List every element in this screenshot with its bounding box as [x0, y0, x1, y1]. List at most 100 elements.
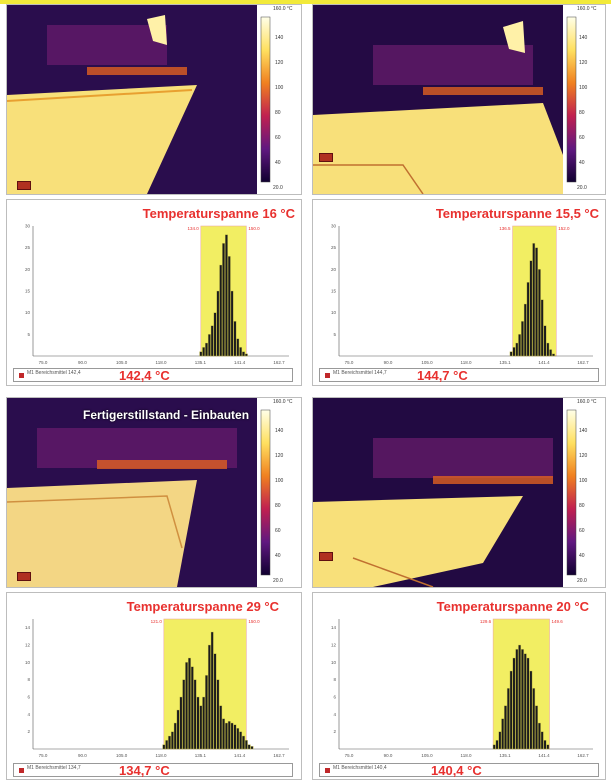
histogram-bar — [540, 731, 544, 750]
histogram-bar — [225, 234, 228, 357]
y-tick-label: 4 — [333, 712, 336, 717]
histogram-bar — [521, 649, 524, 750]
histogram-bar — [239, 731, 243, 750]
histogram-bar — [537, 269, 541, 357]
histogram-bar — [236, 338, 240, 357]
y-tick-label: 15 — [331, 289, 337, 294]
thermal-image-2 — [313, 5, 563, 194]
histogram-bar — [250, 746, 254, 750]
histogram-bar — [227, 256, 231, 357]
histogram-bar — [506, 688, 510, 750]
result-temp-4: 140,4 °C — [431, 763, 482, 778]
histogram-bar — [535, 705, 538, 750]
colorbar-tick-1: 40 — [275, 160, 281, 166]
colorbar-tick-4: 80 — [579, 503, 585, 509]
colorbar-tick-3: 80 — [275, 503, 281, 509]
colorbar-2 — [566, 16, 577, 183]
colorbar-tick-2: 80 — [579, 110, 585, 116]
x-tick-label: 90.0 — [384, 360, 393, 365]
thermal-panel-4: 160.0 °C 140 120 100 80 60 40 20.0 — [312, 397, 606, 588]
top-banner — [0, 0, 611, 4]
histogram-bar — [526, 657, 530, 750]
histogram-bar — [552, 353, 555, 357]
histogram-bar — [202, 347, 206, 357]
histogram-1: 134.0 150.0 30 25 20 15 10 5 75.0 90.0 105.0 118.0 1… — [25, 224, 289, 365]
histogram-bar — [523, 303, 527, 357]
y-tick-label: 5 — [333, 332, 336, 337]
histogram-bar — [521, 321, 524, 357]
highlight-label: 149.6 — [552, 619, 564, 624]
x-tick-label: 141.4 — [234, 753, 246, 758]
hist-title-4: Temperaturspanne 20 °C — [436, 599, 589, 614]
legend-label-2: M1 Bereichsmittel 144,7 — [333, 370, 387, 376]
highlight-label: 150.0 — [248, 226, 260, 231]
x-tick-label: 75.0 — [39, 753, 48, 758]
result-temp-3: 134,7 °C — [119, 763, 170, 778]
histogram-bar — [219, 264, 223, 357]
legend-label-4: M1 Bereichsmittel 140,4 — [333, 765, 387, 771]
x-tick-label: 105.0 — [116, 753, 128, 758]
histogram-bar — [540, 299, 544, 357]
histogram-bar — [227, 721, 231, 750]
highlight-label: 134.0 — [188, 226, 200, 231]
colorbar-tick-4: 120 — [579, 453, 588, 459]
histogram-bar — [222, 718, 225, 750]
y-tick-label: 4 — [27, 712, 30, 717]
histogram-panel-3: Temperaturspanne 29 °C 121.0 150.0 14 12 10 8… — [6, 592, 302, 780]
y-tick-label: 5 — [27, 332, 30, 337]
histogram-bar — [546, 744, 550, 750]
histogram-bar — [501, 718, 505, 750]
colorbar-tick-3: 60 — [275, 528, 281, 534]
histogram-bar — [179, 696, 183, 750]
highlight-label: 121.0 — [151, 619, 163, 624]
x-tick-label: 105.0 — [116, 360, 128, 365]
histogram-bar — [518, 644, 522, 750]
histogram-bar — [213, 312, 217, 357]
highlight-label: 136.5 — [499, 226, 511, 231]
colorbar-tick-4: 140 — [579, 428, 588, 434]
hist-title-3: Temperaturspanne 29 °C — [126, 599, 279, 614]
histogram-bar — [196, 696, 200, 750]
y-tick-label: 8 — [333, 677, 336, 682]
colorbar-tick-2: 120 — [579, 60, 588, 66]
colorbar-tick-1: 80 — [275, 110, 281, 116]
colorbar-4 — [566, 409, 577, 576]
result-temp-1: 142,4 °C — [119, 368, 170, 383]
marker-1 — [17, 181, 31, 190]
histogram-bar — [515, 649, 519, 750]
colorbar-tick-4: 60 — [579, 528, 585, 534]
histogram-bar — [509, 351, 513, 357]
colorbar-tick-4: 40 — [579, 553, 585, 559]
histogram-bar — [173, 722, 177, 750]
histogram-bar — [210, 631, 214, 750]
x-tick-label: 162.7 — [577, 753, 589, 758]
x-tick-label: 135.1 — [499, 753, 511, 758]
histogram-bar — [239, 347, 243, 357]
histogram-bar — [199, 351, 203, 357]
colorbar-min-2: 20.0 — [577, 185, 587, 191]
legend-label-1: M1 Bereichsmittel 142,4 — [27, 370, 81, 376]
histogram-bar — [242, 735, 245, 750]
histogram-bar — [230, 722, 234, 750]
histogram-bar — [543, 325, 547, 357]
thermal-panel-1: 160.0 °C 140 120 100 80 60 40 20.0 — [6, 4, 302, 195]
histogram-bar — [518, 334, 522, 357]
colorbar-3 — [260, 409, 271, 576]
x-tick-label: 135.1 — [195, 360, 207, 365]
histogram-panel-1: Temperaturspanne 16 °C 134.0 150.0 30 25 20 1… — [6, 199, 302, 386]
legend-marker-4 — [325, 768, 330, 773]
legend-4: M1 Bereichsmittel 140,4 — [319, 763, 599, 777]
colorbar-max-4: 160.0 °C — [577, 399, 597, 405]
histogram-bar — [213, 653, 217, 750]
x-tick-label: 118.0 — [461, 753, 472, 758]
histogram-panel-4: Temperaturspanne 20 °C 129.6 149.6 14 12 10 8… — [312, 592, 606, 780]
colorbar-tick-2: 140 — [579, 35, 588, 41]
x-tick-label: 141.4 — [538, 360, 550, 365]
y-tick-label: 10 — [331, 660, 337, 665]
histogram-bar — [242, 351, 245, 357]
histogram-bar — [182, 679, 186, 750]
y-tick-label: 30 — [331, 224, 337, 229]
histogram-bar — [529, 670, 533, 750]
x-tick-label: 90.0 — [78, 753, 87, 758]
y-tick-label: 12 — [331, 643, 337, 648]
